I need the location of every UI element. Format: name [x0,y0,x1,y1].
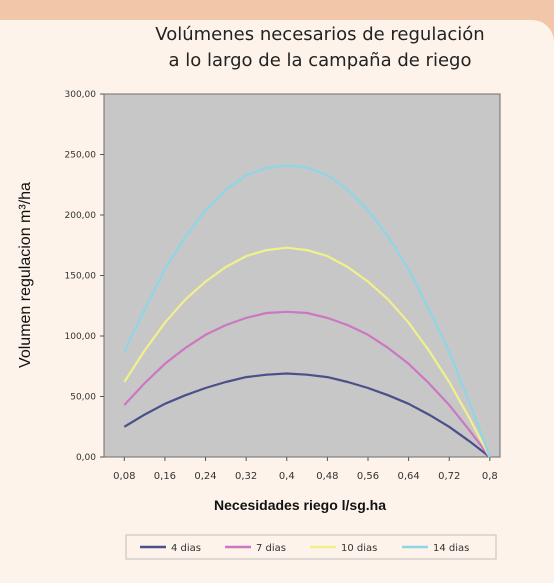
y-tick-label: 0,00 [76,453,96,463]
series-line-14-dias [123,164,491,458]
legend-label: 10 dias [341,543,377,554]
legend-label: 7 dias [256,543,286,554]
plot-area [103,93,501,458]
series-lines [123,164,491,458]
x-tick-label: 0,4 [279,471,295,482]
x-axis: 0,08 0,16 0,24 0,32 0,4 0,48 0,56 0,64 0,72 0,8 [113,457,498,482]
x-tick-label: 0,08 [113,471,135,482]
series-line-10-dias [123,246,491,458]
x-tick-label: 0,64 [397,471,419,482]
legend-label: 14 dias [433,543,469,554]
x-tick-label: 0,72 [438,471,460,482]
y-tick-label: 300,00 [65,90,97,100]
y-tick-label: 250,00 [65,151,97,161]
y-axis: 0,00 50,00 100,00 150,00 200,00 250,00 300,00 [65,90,104,463]
y-tick-label: 50,00 [70,393,96,403]
chart-title-line-2: a lo largo de la campaña de riego [168,50,472,71]
y-tick-label: 200,00 [65,211,97,221]
series-line-4-dias [123,372,491,458]
y-axis-label: Volumen regulacion m³/ha [17,182,34,368]
chart-title: Volúmenes necesarios de regulación a lo … [130,22,510,74]
x-axis-label: Necesidades riego l/sg.ha [214,497,386,513]
x-tick-label: 0,24 [194,471,216,482]
x-tick-label: 0,16 [154,471,176,482]
x-tick-label: 0,56 [357,471,379,482]
x-tick-label: 0,48 [316,471,338,482]
chart-title-line-1: Volúmenes necesarios de regulación [155,24,485,45]
series-line-7-dias [123,310,491,458]
x-tick-label: 0,32 [235,471,257,482]
y-tick-label: 150,00 [65,272,97,282]
legend-label: 4 dias [171,543,201,554]
x-tick-label: 0,8 [482,471,498,482]
legend: 4 dias 7 dias 10 dias 14 dias [140,543,469,554]
y-tick-label: 100,00 [65,332,97,342]
